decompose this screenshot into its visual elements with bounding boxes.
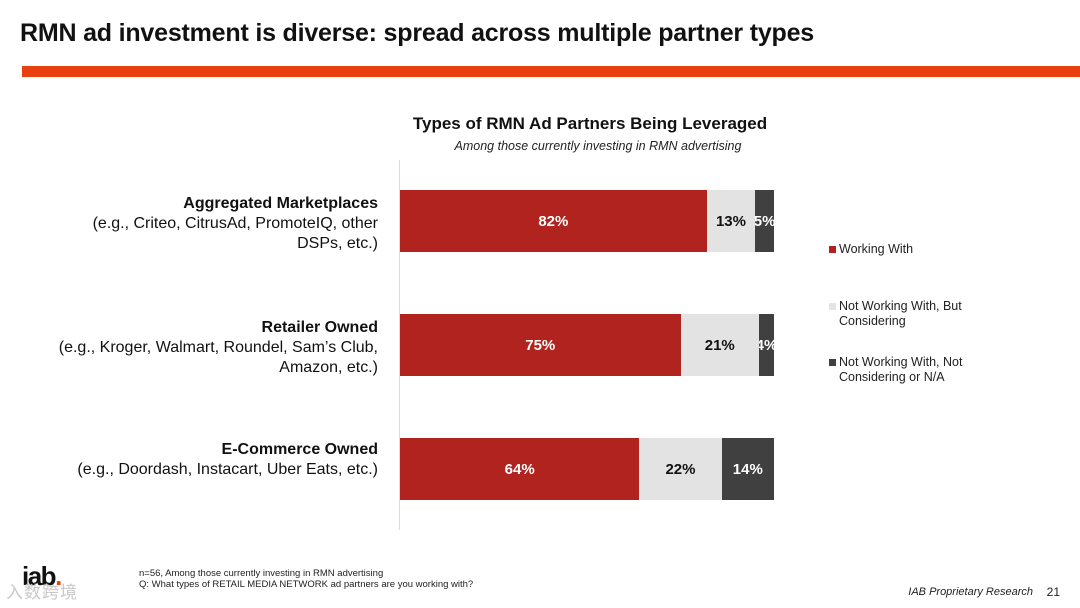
bar-segment: 82% (400, 190, 707, 252)
bar-segment: 75% (400, 314, 681, 376)
bar-segment: 64% (400, 438, 640, 500)
logo-text: iab (22, 561, 57, 591)
category-name: E-Commerce Owned (221, 441, 378, 458)
logo-dot: . (55, 561, 62, 591)
chart-axis-line (399, 160, 400, 530)
footnote-question: Q: What types of RETAIL MEDIA NETWORK ad… (139, 579, 474, 590)
category-description: (e.g., Doordash, Instacart, Uber Eats, e… (77, 461, 378, 478)
bar-segment: 4% (759, 314, 774, 376)
category-description: (e.g., Kroger, Walmart, Roundel, Sam’s C… (58, 339, 378, 376)
bar-row: 82% 13% 5% (400, 190, 774, 252)
data-label: 82% (538, 212, 569, 230)
data-label: 13% (715, 212, 746, 230)
legend-swatch (829, 359, 836, 366)
legend-item: Working With (829, 242, 1009, 257)
category-label: Aggregated Marketplaces (e.g., Criteo, Ci… (58, 194, 378, 254)
bar-segment: 21% (680, 314, 760, 376)
data-label: 4% (759, 336, 774, 354)
category-name: Aggregated Marketplaces (183, 195, 378, 212)
bar-segment: 22% (639, 438, 722, 500)
category-label: E-Commerce Owned (e.g., Doordash, Instaca… (58, 440, 378, 480)
chart-title: Types of RMN Ad Partners Being Leveraged (412, 114, 768, 133)
bar-segment: 5% (755, 190, 774, 252)
chart-subtitle: Among those currently investing in RMN a… (454, 139, 742, 153)
category-label: Retailer Owned (e.g., Kroger, Walmart, Ro… (58, 318, 378, 378)
source-note: IAB Proprietary Research (908, 586, 1033, 598)
watermark: 入数跨境 (6, 583, 78, 602)
slide-title: RMN ad investment is diverse: spread acr… (20, 19, 815, 47)
data-label: 14% (732, 460, 763, 478)
footnote-sample: n=56, Among those currently investing in… (139, 568, 384, 579)
legend-label: Not Working With, But Considering (839, 299, 962, 328)
page-number: 21 (1046, 585, 1060, 599)
title-accent-rule (22, 66, 1080, 77)
category-description: (e.g., Criteo, CitrusAd, PromoteIQ, othe… (92, 215, 378, 252)
bar-row: 75% 21% 4% (400, 314, 774, 376)
data-label: 22% (665, 460, 696, 478)
legend-label: Not Working With, Not Considering or N/A (839, 355, 963, 384)
legend-label: Working With (839, 242, 914, 256)
bar-segment: 13% (706, 190, 756, 252)
legend-item: Not Working With, But Considering (829, 299, 1009, 329)
bar-row: 64% 22% 14% (400, 438, 774, 500)
iab-logo: iab. (22, 561, 62, 592)
category-name: Retailer Owned (261, 319, 378, 336)
legend-swatch (829, 246, 836, 253)
legend-item: Not Working With, Not Considering or N/A (829, 355, 1009, 385)
data-label: 75% (525, 336, 556, 354)
bar-segment: 14% (721, 438, 774, 500)
legend-swatch (829, 303, 836, 310)
data-label: 5% (755, 212, 774, 230)
data-label: 21% (704, 336, 735, 354)
data-label: 64% (504, 460, 535, 478)
